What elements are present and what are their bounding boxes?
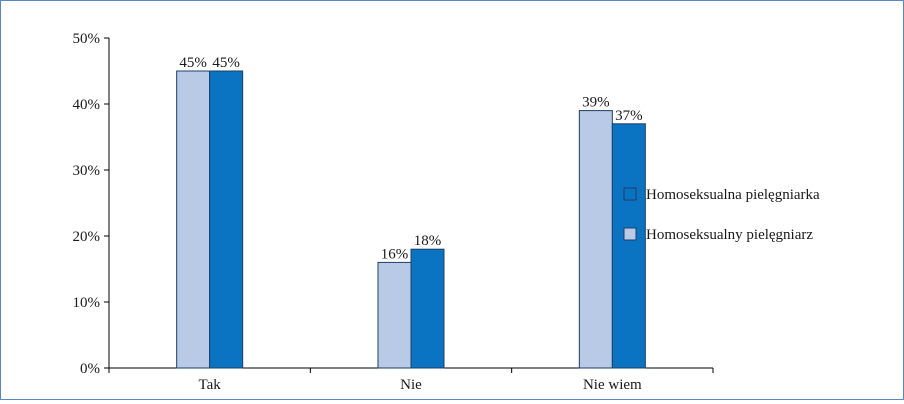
data-label: 16%: [381, 246, 409, 262]
y-tick-label: 40%: [73, 97, 101, 113]
x-axis: Tak Nie Nie wiem: [108, 367, 714, 393]
data-label: 39%: [582, 95, 610, 111]
y-tick-label: 0%: [80, 361, 100, 377]
x-tick-label: Nie: [400, 377, 422, 393]
y-tick-label: 50%: [73, 31, 101, 47]
legend-swatch: [623, 227, 637, 241]
bar: [410, 248, 445, 369]
y-tick-label: 10%: [73, 295, 101, 311]
bar: [209, 70, 244, 369]
y-tick-label: 30%: [73, 163, 101, 179]
bar: [377, 261, 412, 369]
y-axis: 0% 10% 20% 30% 40% 50%: [73, 31, 110, 377]
legend-label: Homoseksualna pielęgniarka: [646, 187, 820, 203]
bar: [578, 110, 613, 369]
bars: 45% 45% 16% 18% 39% 37%: [176, 55, 646, 369]
bar: [176, 70, 211, 369]
legend-swatch: [623, 187, 637, 201]
legend-label: Homoseksualny pielęgniarz: [646, 227, 813, 243]
bar: [611, 123, 646, 369]
legend: Homoseksualna pielęgniarka Homoseksualny …: [623, 187, 820, 243]
x-tick-label: Tak: [199, 377, 222, 393]
x-tick-label: Nie wiem: [583, 377, 642, 393]
y-tick-label: 20%: [73, 229, 101, 245]
data-label: 37%: [615, 108, 643, 124]
data-label: 45%: [179, 55, 207, 71]
data-label: 18%: [414, 233, 442, 249]
data-label: 45%: [212, 55, 240, 71]
